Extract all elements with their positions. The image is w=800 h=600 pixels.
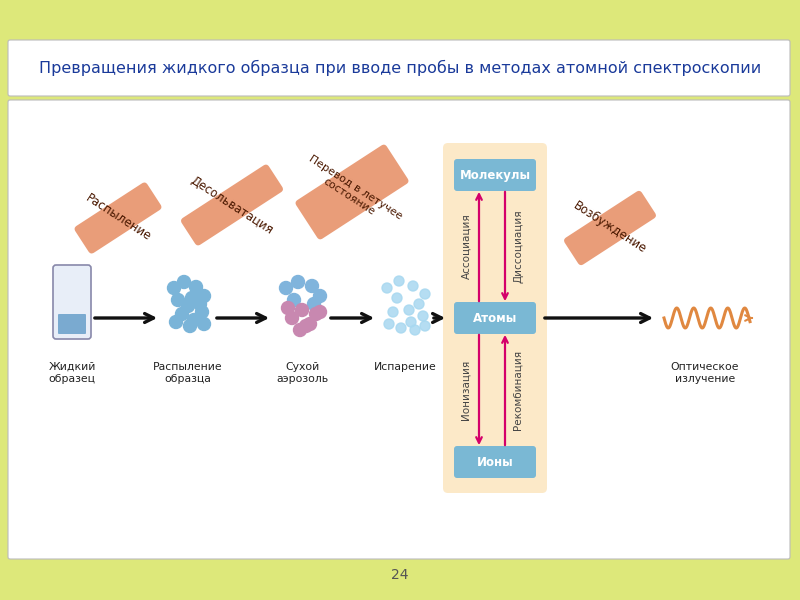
FancyBboxPatch shape xyxy=(53,265,91,339)
Text: Возбуждение: Возбуждение xyxy=(571,199,649,257)
Circle shape xyxy=(178,275,190,289)
Circle shape xyxy=(394,276,404,286)
FancyBboxPatch shape xyxy=(8,100,790,559)
Circle shape xyxy=(190,280,202,293)
Circle shape xyxy=(306,280,318,292)
Text: Ионизация: Ионизация xyxy=(461,360,471,420)
Text: Ассоциация: Ассоциация xyxy=(461,214,471,280)
Circle shape xyxy=(294,323,306,337)
Circle shape xyxy=(420,321,430,331)
Circle shape xyxy=(299,319,313,332)
Circle shape xyxy=(307,298,321,311)
Circle shape xyxy=(171,293,185,307)
FancyBboxPatch shape xyxy=(74,182,162,254)
Circle shape xyxy=(186,292,198,304)
Circle shape xyxy=(388,307,398,317)
Text: 24: 24 xyxy=(391,568,409,582)
Circle shape xyxy=(187,313,201,326)
FancyBboxPatch shape xyxy=(295,145,409,239)
Circle shape xyxy=(396,323,406,333)
Text: Распыление: Распыление xyxy=(83,192,153,244)
Text: Сухой
аэрозоль: Сухой аэрозоль xyxy=(276,362,328,383)
Circle shape xyxy=(406,317,416,327)
Circle shape xyxy=(183,319,197,332)
Circle shape xyxy=(314,289,326,302)
Circle shape xyxy=(420,289,430,299)
Circle shape xyxy=(291,275,305,289)
Circle shape xyxy=(194,298,206,311)
FancyBboxPatch shape xyxy=(8,40,790,96)
Circle shape xyxy=(408,281,418,291)
Text: Молекулы: Молекулы xyxy=(459,169,530,181)
Circle shape xyxy=(167,281,181,295)
Circle shape xyxy=(195,305,209,319)
Circle shape xyxy=(182,299,194,313)
Circle shape xyxy=(382,283,392,293)
Text: Диссоциация: Диссоциация xyxy=(513,209,523,283)
FancyBboxPatch shape xyxy=(454,302,536,334)
FancyBboxPatch shape xyxy=(181,164,283,245)
Circle shape xyxy=(282,301,294,314)
Text: Испарение: Испарение xyxy=(374,362,436,372)
Text: Перевод в летучее
состояние: Перевод в летучее состояние xyxy=(300,153,404,231)
Circle shape xyxy=(392,293,402,303)
Circle shape xyxy=(310,307,322,320)
Circle shape xyxy=(295,304,309,317)
Circle shape xyxy=(286,311,298,325)
FancyBboxPatch shape xyxy=(443,143,547,493)
Circle shape xyxy=(384,319,394,329)
Circle shape xyxy=(198,317,210,331)
Circle shape xyxy=(175,307,189,320)
Circle shape xyxy=(404,305,414,315)
FancyBboxPatch shape xyxy=(564,191,656,265)
Circle shape xyxy=(170,316,182,329)
Text: Превращения жидкого образца при вводе пробы в методах атомной спектроскопии: Превращения жидкого образца при вводе пр… xyxy=(39,60,761,76)
Text: Десольватация: Десольватация xyxy=(188,173,276,236)
Text: Рекомбинация: Рекомбинация xyxy=(513,350,523,430)
Circle shape xyxy=(198,289,210,302)
Text: Распыление
образца: Распыление образца xyxy=(153,362,223,383)
Text: Жидкий
образец: Жидкий образец xyxy=(48,362,96,383)
Circle shape xyxy=(279,281,293,295)
Circle shape xyxy=(287,293,301,307)
FancyBboxPatch shape xyxy=(58,314,86,334)
Circle shape xyxy=(414,299,424,309)
FancyBboxPatch shape xyxy=(454,159,536,191)
Circle shape xyxy=(418,311,428,321)
Text: Атомы: Атомы xyxy=(473,311,517,325)
Text: Оптическое
излучение: Оптическое излучение xyxy=(670,362,739,383)
FancyBboxPatch shape xyxy=(454,446,536,478)
Text: Ионы: Ионы xyxy=(477,455,514,469)
Circle shape xyxy=(410,325,420,335)
Circle shape xyxy=(314,305,326,319)
Circle shape xyxy=(303,317,317,331)
